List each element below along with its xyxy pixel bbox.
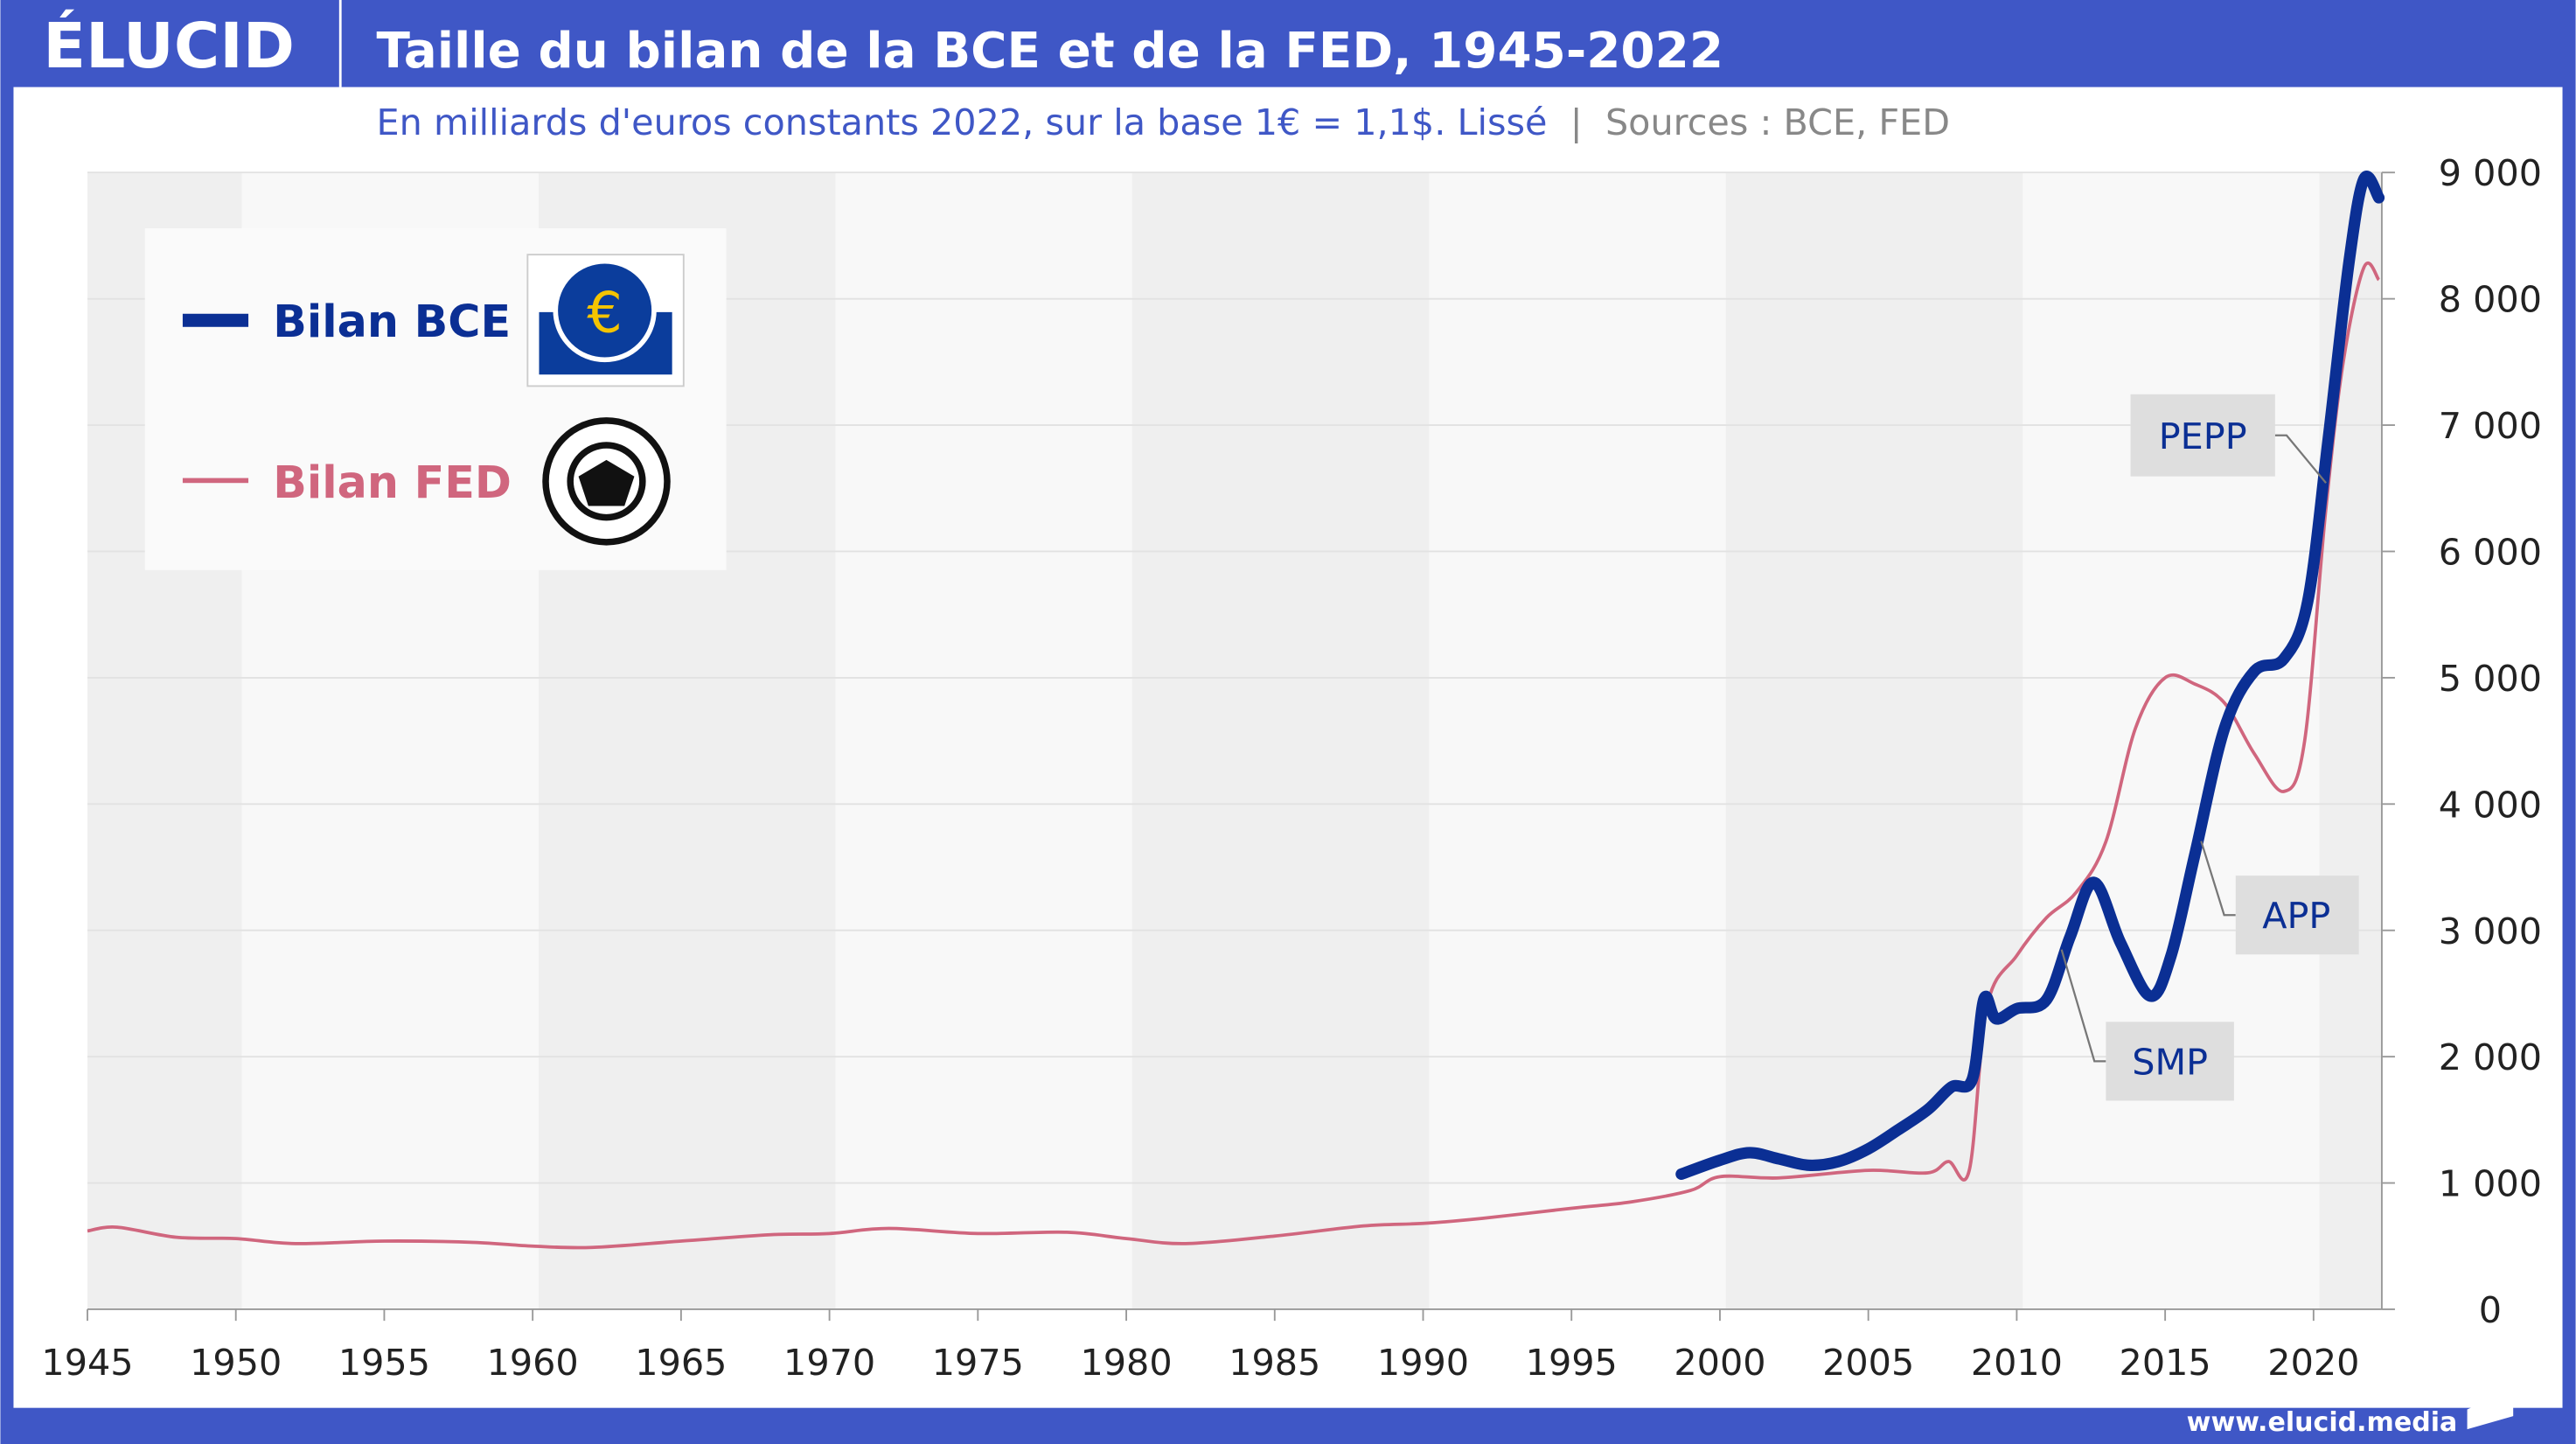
legend-label-fed: Bilan FED bbox=[273, 457, 512, 508]
svg-text:€: € bbox=[587, 281, 623, 345]
subtitle-separator: | bbox=[1570, 101, 1583, 143]
annotation-smp: SMP bbox=[2060, 949, 2234, 1101]
x-tick-label: 1950 bbox=[190, 1342, 282, 1384]
elucid-mark-icon bbox=[2467, 1388, 2514, 1430]
x-tick-label: 2015 bbox=[2120, 1342, 2211, 1384]
x-tick-label: 2005 bbox=[1822, 1342, 1914, 1384]
legend: Bilan BCE Bilan FED € bbox=[144, 228, 727, 570]
ecb-logo-icon: € bbox=[526, 254, 685, 387]
x-tick-label: 1960 bbox=[487, 1342, 579, 1384]
legend-swatch-fed bbox=[182, 478, 249, 484]
x-tick-label: 2000 bbox=[1674, 1342, 1765, 1384]
annotation-label-pepp: PEPP bbox=[2159, 415, 2247, 457]
x-tick-label: 1970 bbox=[783, 1342, 875, 1384]
x-tick-label: 1995 bbox=[1526, 1342, 1618, 1384]
y-tick-label: 0 bbox=[2479, 1289, 2502, 1331]
series-line-bce bbox=[1675, 171, 2385, 1181]
y-tick-label: 2 000 bbox=[2439, 1036, 2542, 1078]
elucid-logo: ÉLUCID bbox=[43, 10, 295, 82]
x-tick-label: 2010 bbox=[1971, 1342, 2063, 1384]
legend-label-bce: Bilan BCE bbox=[273, 296, 511, 347]
x-tick-label: 1975 bbox=[932, 1342, 1024, 1384]
x-tick-label: 1990 bbox=[1377, 1342, 1469, 1384]
sources-text: Sources : BCE, FED bbox=[1605, 101, 1950, 143]
y-tick-label: 7 000 bbox=[2439, 405, 2542, 447]
y-tick-label: 5 000 bbox=[2439, 658, 2542, 700]
y-tick-label: 6 000 bbox=[2439, 531, 2542, 573]
x-tick-label: 1980 bbox=[1080, 1342, 1172, 1384]
y-tick-label: 9 000 bbox=[2439, 152, 2542, 194]
annotation-pepp: PEPP bbox=[2130, 394, 2327, 484]
subtitle: En milliards d'euros constants 2022, sur… bbox=[377, 101, 1951, 143]
decade-band bbox=[2319, 172, 2382, 1309]
chart-title: Taille du bilan de la BCE et de la FED, … bbox=[377, 23, 1723, 80]
decade-band bbox=[1725, 172, 2023, 1309]
fed-seal-icon bbox=[542, 417, 671, 546]
y-tick-label: 8 000 bbox=[2439, 279, 2542, 321]
y-tick-label: 4 000 bbox=[2439, 784, 2542, 826]
annotation-label-app: APP bbox=[2262, 895, 2330, 937]
legend-swatch-bce bbox=[182, 313, 249, 327]
annotation-label-smp: SMP bbox=[2132, 1041, 2208, 1083]
y-tick-label: 1 000 bbox=[2439, 1163, 2542, 1205]
subtitle-text: En milliards d'euros constants 2022, sur… bbox=[377, 101, 1548, 143]
x-tick-label: 1945 bbox=[41, 1342, 133, 1384]
decade-band bbox=[1131, 172, 1430, 1309]
x-tick-label: 1965 bbox=[635, 1342, 727, 1384]
annotation-app: APP bbox=[2200, 841, 2359, 955]
x-tick-label: 2020 bbox=[2267, 1342, 2359, 1384]
y-tick-label: 3 000 bbox=[2439, 910, 2542, 952]
footer-url[interactable]: www.elucid.media bbox=[2187, 1407, 2458, 1438]
x-tick-label: 1985 bbox=[1229, 1342, 1320, 1384]
x-tick-label: 1955 bbox=[338, 1342, 430, 1384]
